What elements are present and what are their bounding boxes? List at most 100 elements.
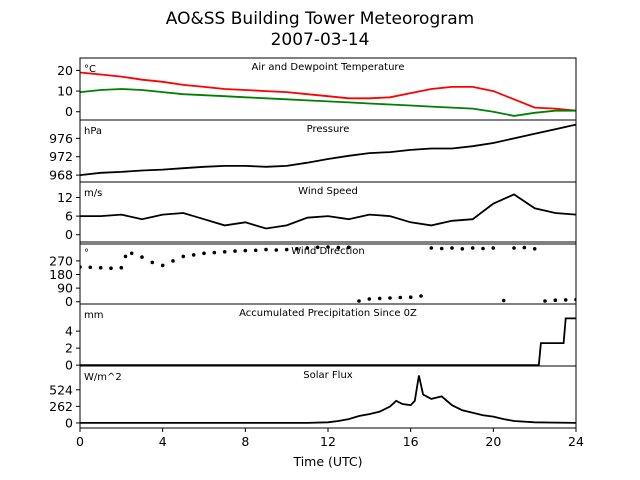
data-point: [88, 265, 93, 270]
data-point: [398, 295, 403, 300]
data-point: [491, 246, 496, 250]
data-point: [123, 254, 128, 259]
y-tick-label: 4: [65, 324, 73, 339]
data-point: [119, 265, 124, 270]
panel-title: Air and Dewpoint Temperature: [252, 62, 405, 73]
data-point: [419, 294, 423, 298]
panel-frame: [79, 181, 577, 245]
data-point: [408, 295, 413, 300]
x-axis-label: Time (UTC): [292, 454, 362, 469]
y-tick-label: 972: [49, 149, 73, 164]
data-point: [129, 251, 134, 256]
data-point: [140, 255, 144, 259]
data-point: [109, 266, 113, 271]
y-tick-label: 180: [49, 267, 73, 282]
panel-title: Pressure: [307, 124, 350, 135]
panel-plot-area: [80, 193, 576, 230]
y-tick-label: 12: [57, 190, 73, 205]
y-tick-label: 0: [65, 415, 73, 430]
data-point: [336, 245, 341, 250]
data-point: [429, 246, 434, 250]
data-point: [388, 296, 392, 300]
data-point: [181, 254, 186, 259]
x-tick-label: 12: [320, 434, 336, 449]
data-point: [439, 246, 444, 251]
data-point: [553, 298, 558, 303]
y-tick-label: 0: [65, 358, 73, 373]
y-tick-label: 270: [49, 253, 73, 268]
data-point: [212, 250, 217, 255]
data-point: [543, 299, 547, 303]
series-line-1: [80, 193, 576, 230]
data-point: [512, 246, 516, 250]
x-tick-label: 4: [159, 434, 167, 449]
series-line-1: [80, 123, 576, 176]
y-tick-label: 262: [49, 399, 73, 414]
panel-unit: hPa: [84, 126, 102, 137]
y-tick-label: 90: [57, 281, 73, 296]
x-tick-label: 24: [568, 434, 584, 449]
data-point: [367, 297, 372, 301]
data-point: [470, 246, 475, 250]
data-point: [295, 247, 299, 251]
data-point: [346, 245, 351, 250]
y-tick-label: 0: [65, 294, 73, 309]
data-point: [150, 260, 155, 265]
panel-plot-area: [80, 317, 576, 366]
y-tick-label: 524: [49, 382, 73, 397]
panel-plot-area: [80, 71, 576, 117]
data-point: [563, 298, 568, 302]
panel-plot-area: [80, 375, 576, 424]
series-line-1: [80, 71, 576, 112]
x-tick-label: 16: [403, 434, 419, 449]
data-point: [501, 298, 506, 303]
y-tick-label: 0: [65, 104, 73, 119]
data-point: [377, 296, 382, 301]
x-tick-label: 20: [485, 434, 501, 449]
figure-title-line2: 2007-03-14: [271, 30, 370, 50]
data-point: [532, 247, 537, 251]
series-line-1: [80, 375, 576, 424]
panel-plot-area: [80, 123, 576, 176]
data-point: [171, 259, 175, 263]
panel-unit: °: [84, 248, 89, 259]
x-tick-label: 8: [241, 434, 249, 449]
x-tick-label: 0: [76, 434, 84, 449]
data-point: [305, 246, 310, 250]
panel-title: Wind Direction: [291, 246, 365, 257]
panel-unit: W/m^2: [84, 372, 122, 383]
data-point: [98, 265, 103, 270]
panel-title: Wind Speed: [298, 186, 358, 197]
data-point: [481, 246, 485, 251]
y-tick-label: 968: [49, 168, 73, 183]
data-point: [202, 251, 206, 256]
data-point: [522, 245, 527, 250]
data-point: [357, 299, 361, 303]
panel-unit: m/s: [84, 188, 102, 199]
series-line-1: [80, 317, 576, 366]
panel-5: 4 2 0 mm Accumulated Precipitation Since 0Z: [65, 303, 577, 373]
data-point: [460, 247, 465, 251]
data-point: [284, 247, 289, 252]
panel-unit: °C: [84, 64, 96, 75]
y-tick-label: 0: [65, 227, 73, 242]
y-tick-label: 6: [65, 209, 73, 224]
data-point: [233, 249, 237, 253]
panel-title: Accumulated Precipitation Since 0Z: [239, 308, 417, 319]
panel-2: 976 972 968 hPa Pressure: [49, 119, 577, 183]
data-point: [243, 248, 248, 253]
figure-title-line1: AO&SS Building Tower Meteorogram: [166, 9, 474, 29]
data-point: [274, 248, 279, 252]
series-line-2: [80, 88, 576, 117]
x-axis: 0 4 8 12 16 20 24: [76, 428, 584, 449]
data-point: [191, 253, 196, 257]
panel-3: 12 6 0 m/s Wind Speed: [57, 181, 577, 245]
y-tick-label: 976: [49, 131, 73, 146]
y-tick-label: 2: [65, 341, 73, 356]
panel-unit: mm: [84, 310, 103, 321]
y-tick-label: 20: [57, 63, 73, 78]
data-point: [450, 246, 454, 250]
